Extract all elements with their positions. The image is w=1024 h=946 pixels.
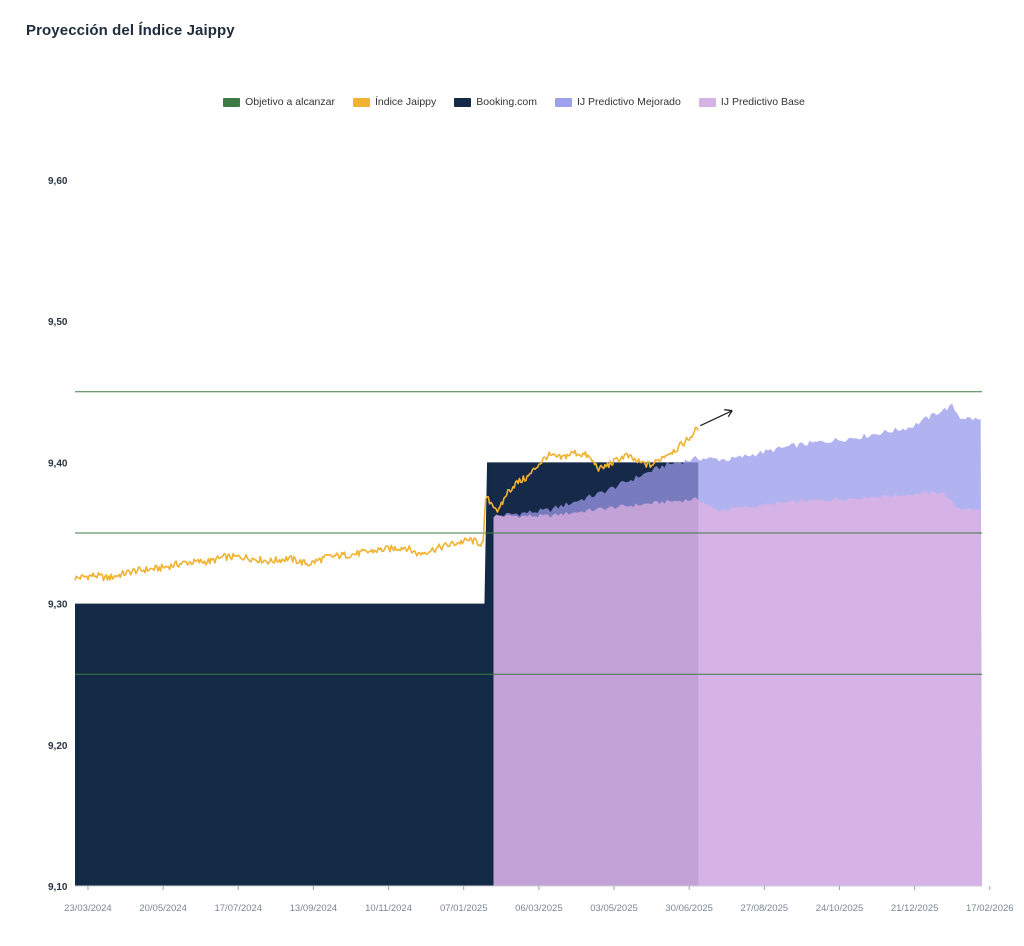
x-tick-label: 17/07/2024 xyxy=(214,903,262,914)
x-tick-label: 27/08/2025 xyxy=(741,903,789,914)
legend-swatch-indice-jaippy xyxy=(352,97,370,107)
x-tick-label: 03/05/2025 xyxy=(590,903,638,914)
legend-ij-base[interactable]: IJ Predictivo Base xyxy=(695,96,805,108)
legend-objetivo[interactable]: Objetivo a alcanzar xyxy=(219,96,335,108)
x-tick-label: 20/05/2024 xyxy=(139,903,187,914)
y-tick-label: 9,30 xyxy=(48,600,68,611)
legend-label-booking: Booking.com xyxy=(476,96,537,108)
legend-label-ij-base: IJ Predictivo Base xyxy=(720,96,805,108)
legend-ij-mejorado[interactable]: IJ Predictivo Mejorado xyxy=(551,96,681,108)
legend-booking[interactable]: Booking.com xyxy=(450,96,537,108)
legend-swatch-objetivo xyxy=(223,97,241,107)
x-tick-label: 30/06/2025 xyxy=(665,903,713,914)
y-tick-label: 9,50 xyxy=(48,317,68,328)
x-tick-label: 06/03/2025 xyxy=(515,903,563,914)
legend-swatch-ij-base xyxy=(698,97,716,107)
trend-arrow-line xyxy=(699,410,733,427)
y-tick-label: 9,10 xyxy=(48,882,68,893)
y-tick-label: 9,20 xyxy=(48,741,68,752)
legend-swatch-ij-mejorado xyxy=(554,97,572,107)
ij-predictivo-base-area xyxy=(493,490,982,886)
legend-label-indice-jaippy: Índice Jaippy xyxy=(374,96,437,108)
x-tick-label: 23/03/2024 xyxy=(64,903,112,914)
x-tick-label: 13/09/2024 xyxy=(290,903,338,914)
legend-swatch-booking xyxy=(454,97,472,107)
x-tick-label: 21/12/2025 xyxy=(891,903,939,914)
x-tick-label: 17/02/2026 xyxy=(966,903,1014,914)
y-tick-label: 9,60 xyxy=(48,176,68,187)
legend-label-objetivo: Objetivo a alcanzar xyxy=(245,96,335,108)
chart-legend: Objetivo a alcanzar Índice Jaippy Bookin… xyxy=(0,96,1024,108)
legend-indice-jaippy[interactable]: Índice Jaippy xyxy=(349,96,436,108)
trend-arrow-head xyxy=(724,409,733,418)
y-tick-label: 9,40 xyxy=(48,458,68,469)
x-tick-label: 24/10/2025 xyxy=(816,903,864,914)
x-tick-label: 07/01/2025 xyxy=(440,903,488,914)
legend-label-ij-mejorado: IJ Predictivo Mejorado xyxy=(576,96,681,108)
indice-jaippy-line xyxy=(74,426,699,582)
x-tick-label: 10/11/2024 xyxy=(365,903,412,914)
chart-title: Proyección del Índice Jaippy xyxy=(26,22,235,39)
